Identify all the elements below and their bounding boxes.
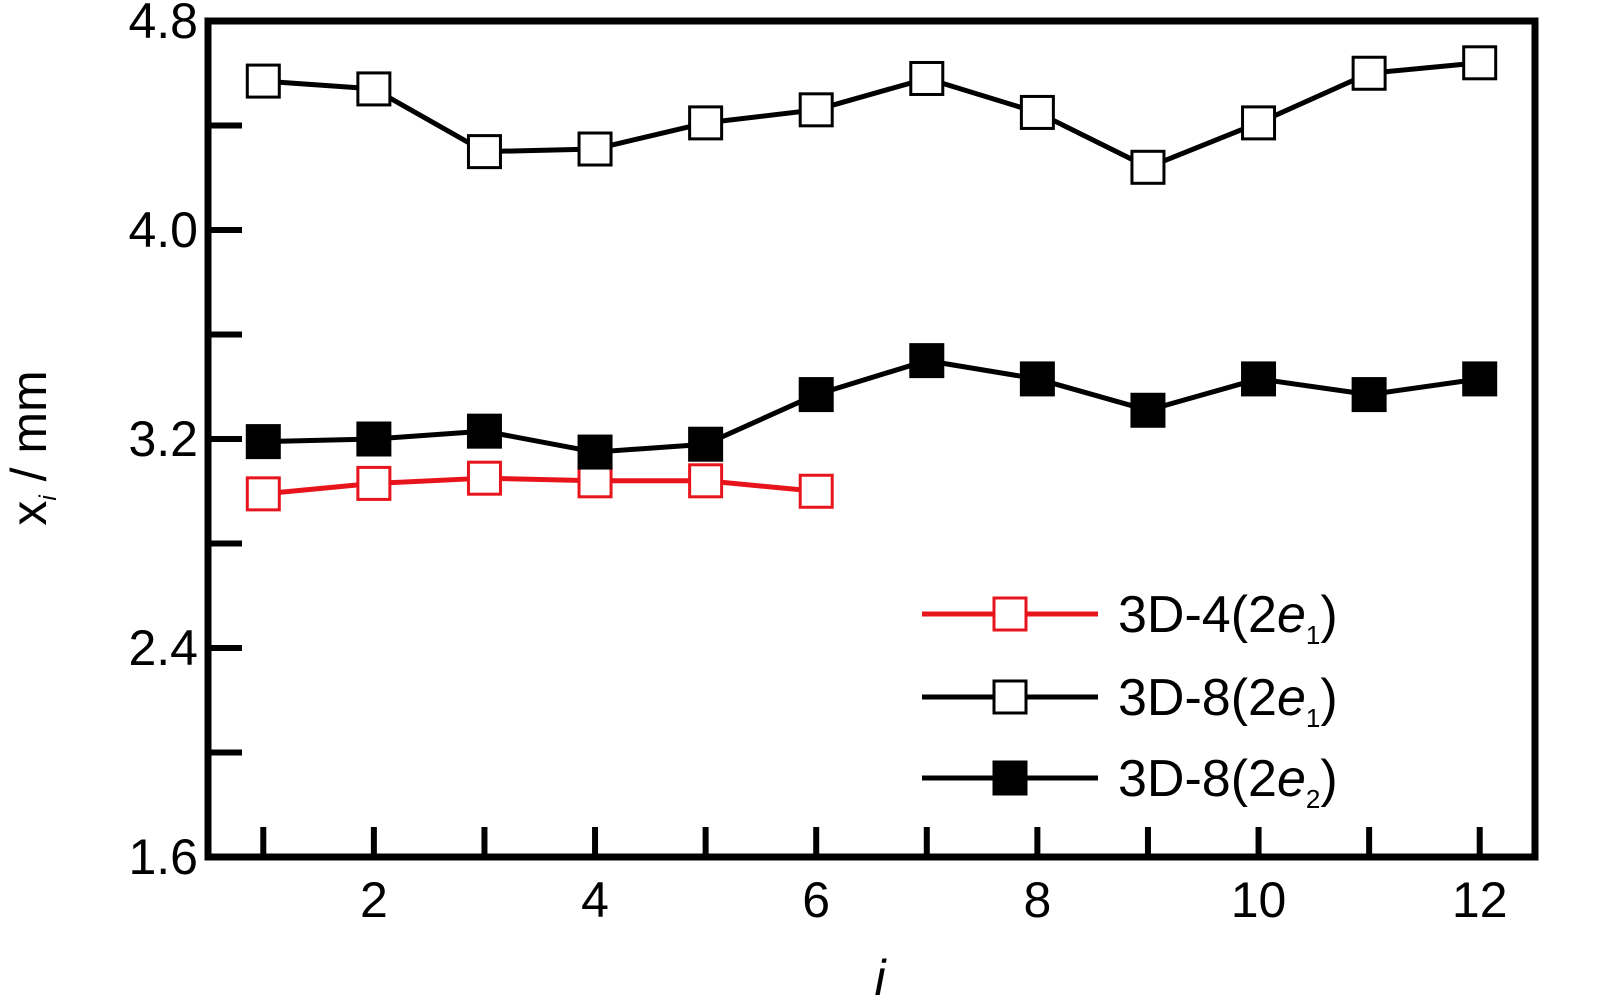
series-line (263, 358, 1481, 455)
data-point (356, 71, 392, 107)
data-point (688, 463, 724, 499)
data-point (1130, 149, 1166, 185)
data-point (798, 92, 834, 128)
data-point (798, 473, 834, 509)
data-point (1019, 361, 1055, 397)
x-tick-label: 8 (1023, 872, 1051, 928)
x-axis-title: i (874, 950, 887, 1005)
data-point (1351, 377, 1387, 413)
y-tick-label: 4.0 (128, 202, 198, 258)
data-point (1462, 361, 1498, 397)
y-tick-label: 1.6 (128, 829, 198, 885)
legend-marker (992, 596, 1028, 632)
data-point (688, 426, 724, 462)
data-point (356, 421, 392, 457)
data-point (1019, 94, 1055, 130)
legend-entry-3: 3D-8(2e2) (922, 750, 1338, 814)
x-tick-label: 6 (802, 872, 830, 928)
y-axis-title: xi / mm (1, 370, 62, 525)
data-point (245, 63, 281, 99)
data-point (245, 476, 281, 512)
legend-marker (992, 760, 1028, 796)
x-tick-label: 10 (1231, 872, 1287, 928)
data-point (245, 424, 281, 460)
y-axis-title-sub: i (35, 495, 62, 501)
data-point (688, 105, 724, 141)
series-3 (245, 343, 1498, 470)
data-point (1241, 361, 1277, 397)
series-line (263, 475, 817, 497)
y-axis-title-unit: / mm (1, 370, 57, 495)
legend-entry-1: 3D-4(2e1) (922, 586, 1338, 650)
y-axis-title-base: x (1, 501, 57, 526)
x-tick-label: 2 (360, 872, 388, 928)
data-point (466, 460, 502, 496)
legend-label: 3D-8(2e1) (1118, 669, 1338, 733)
data-point (909, 60, 945, 96)
data-point (909, 343, 945, 379)
axes-layer: 1.6 2.4 3.2 4.0 4.8 2 4 6 8 10 12 (128, 0, 1507, 928)
data-point (466, 134, 502, 170)
data-point (356, 465, 392, 501)
data-point (577, 434, 613, 470)
y-tick-label: 3.2 (128, 411, 198, 467)
legend-label: 3D-4(2e1) (1118, 586, 1338, 650)
data-point (1241, 105, 1277, 141)
series-layer (245, 45, 1498, 512)
data-point (577, 463, 613, 499)
data-point (798, 377, 834, 413)
series-2 (245, 45, 1498, 185)
data-point (577, 131, 613, 167)
data-point (1351, 55, 1387, 91)
data-point (466, 413, 502, 449)
y-tick-label: 4.8 (128, 0, 198, 49)
legend-label: 3D-8(2e2) (1118, 750, 1338, 814)
series-line (263, 60, 1480, 170)
data-point (1130, 392, 1166, 428)
y-tick-label: 2.4 (128, 620, 198, 676)
legend-entry-2: 3D-8(2e1) (922, 669, 1338, 733)
data-point (1462, 45, 1498, 81)
x-tick-label: 4 (581, 872, 609, 928)
x-tick-label: 12 (1452, 872, 1508, 928)
legend: 3D-4(2e1) 3D-8(2e1) 3D-8(2e2) (922, 586, 1338, 814)
legend-marker (992, 679, 1028, 715)
series-1 (245, 460, 834, 512)
